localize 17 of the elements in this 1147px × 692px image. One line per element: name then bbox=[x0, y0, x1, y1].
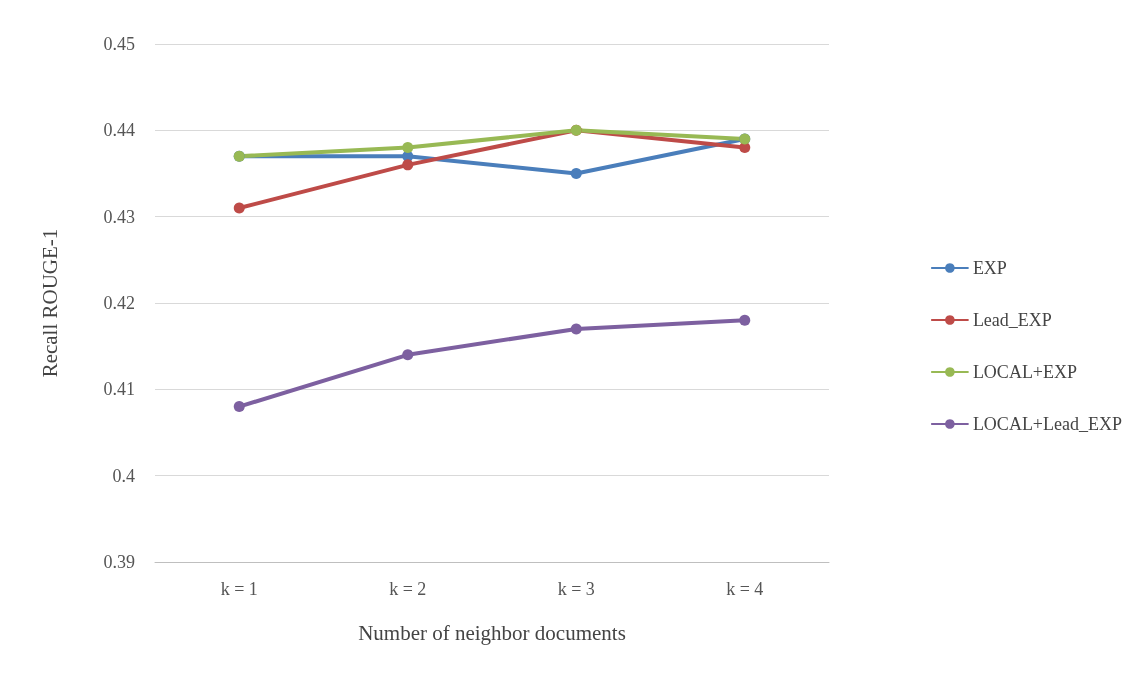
legend-label: LOCAL+EXP bbox=[972, 362, 1078, 382]
x-tick-label: k = 1 bbox=[220, 579, 258, 599]
y-tick-label: 0.45 bbox=[103, 34, 135, 54]
y-tick-label: 0.43 bbox=[103, 206, 135, 227]
x-tick-label: k = 2 bbox=[389, 579, 427, 599]
legend-label: EXP bbox=[972, 258, 1007, 278]
x-tick-label: k = 3 bbox=[557, 579, 595, 599]
legend-label: LOCAL+Lead_EXP bbox=[972, 414, 1122, 434]
x-axis-title: Number of neighbor documents bbox=[358, 620, 626, 645]
y-tick-label: 0.41 bbox=[103, 379, 135, 400]
y-tick-label: 0.4 bbox=[112, 465, 135, 486]
y-tick-label: 0.44 bbox=[103, 120, 135, 141]
legend-label: Lead_EXP bbox=[972, 310, 1052, 330]
x-tick-label: k = 4 bbox=[726, 579, 764, 599]
y-tick-label: 0.39 bbox=[103, 552, 135, 572]
y-tick-label: 0.42 bbox=[103, 293, 135, 313]
y-axis-title: Recall ROUGE-1 bbox=[37, 228, 62, 378]
